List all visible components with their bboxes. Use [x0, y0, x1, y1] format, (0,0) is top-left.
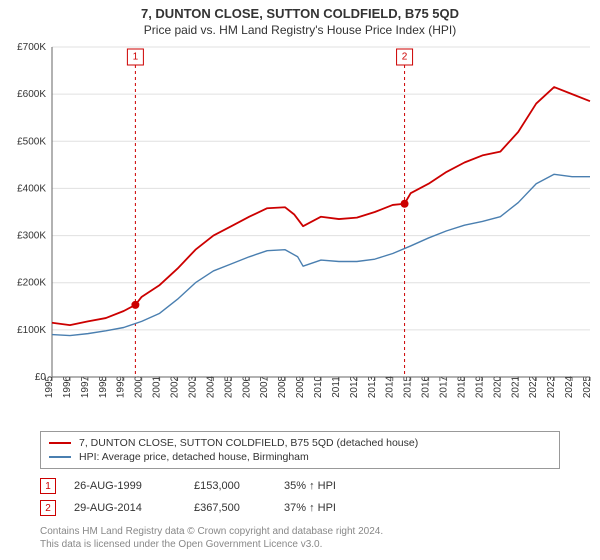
chart-subtitle: Price paid vs. HM Land Registry's House …: [0, 21, 600, 37]
svg-text:2022: 2022: [528, 375, 539, 398]
svg-text:2005: 2005: [223, 375, 234, 398]
event-price: £153,000: [194, 480, 284, 492]
svg-text:£700K: £700K: [17, 42, 46, 53]
svg-text:2008: 2008: [277, 375, 288, 398]
svg-text:2017: 2017: [439, 375, 450, 398]
svg-text:1996: 1996: [62, 375, 73, 398]
event-hpi-comparison: 37% ↑ HPI: [284, 502, 336, 514]
svg-text:2000: 2000: [134, 375, 145, 398]
svg-text:£500K: £500K: [17, 136, 46, 147]
svg-text:1: 1: [133, 52, 139, 63]
svg-text:2025: 2025: [582, 375, 593, 398]
legend-swatch: [49, 442, 71, 444]
legend-swatch: [49, 456, 71, 458]
svg-text:2003: 2003: [187, 375, 198, 398]
event-marker: 1: [40, 478, 56, 494]
svg-text:2002: 2002: [170, 375, 181, 398]
legend-label: 7, DUNTON CLOSE, SUTTON COLDFIELD, B75 5…: [79, 437, 418, 449]
svg-text:2020: 2020: [492, 375, 503, 398]
svg-text:1997: 1997: [80, 375, 91, 398]
chart-area: £0£100K£200K£300K£400K£500K£600K£700K199…: [0, 37, 600, 427]
svg-text:£300K: £300K: [17, 231, 46, 242]
svg-text:2023: 2023: [546, 375, 557, 398]
svg-text:£400K: £400K: [17, 183, 46, 194]
sale-event-row: 1 26-AUG-1999£153,00035% ↑ HPI: [40, 475, 560, 497]
svg-text:£200K: £200K: [17, 278, 46, 289]
event-marker: 2: [40, 500, 56, 516]
event-price: £367,500: [194, 502, 284, 514]
legend: 7, DUNTON CLOSE, SUTTON COLDFIELD, B75 5…: [40, 431, 560, 469]
legend-item: HPI: Average price, detached house, Birm…: [49, 450, 551, 464]
svg-text:2014: 2014: [385, 375, 396, 398]
svg-text:1998: 1998: [98, 375, 109, 398]
line-chart: £0£100K£200K£300K£400K£500K£600K£700K199…: [0, 37, 600, 427]
footer-line-2: This data is licensed under the Open Gov…: [40, 538, 560, 551]
svg-text:1995: 1995: [44, 375, 55, 398]
svg-text:£100K: £100K: [17, 325, 46, 336]
svg-text:2015: 2015: [403, 375, 414, 398]
svg-text:2012: 2012: [349, 375, 360, 398]
svg-text:2010: 2010: [313, 375, 324, 398]
svg-text:1999: 1999: [116, 375, 127, 398]
event-hpi-comparison: 35% ↑ HPI: [284, 480, 336, 492]
svg-text:2013: 2013: [367, 375, 378, 398]
sale-event-row: 2 29-AUG-2014£367,50037% ↑ HPI: [40, 497, 560, 519]
svg-text:2006: 2006: [241, 375, 252, 398]
sale-events: 1 26-AUG-1999£153,00035% ↑ HPI 2 29-AUG-201…: [40, 475, 560, 519]
svg-text:2016: 2016: [421, 375, 432, 398]
svg-text:2009: 2009: [295, 375, 306, 398]
svg-text:2007: 2007: [259, 375, 270, 398]
footer-line-1: Contains HM Land Registry data © Crown c…: [40, 525, 560, 538]
event-date: 29-AUG-2014: [74, 502, 194, 514]
svg-text:2021: 2021: [510, 375, 521, 398]
svg-text:2018: 2018: [456, 375, 467, 398]
chart-titles: 7, DUNTON CLOSE, SUTTON COLDFIELD, B75 5…: [0, 0, 600, 37]
svg-text:2: 2: [402, 52, 408, 63]
legend-label: HPI: Average price, detached house, Birm…: [79, 451, 309, 463]
svg-text:2019: 2019: [474, 375, 485, 398]
svg-text:2011: 2011: [331, 376, 342, 398]
svg-text:2024: 2024: [564, 375, 575, 398]
footer-attribution: Contains HM Land Registry data © Crown c…: [40, 525, 560, 551]
legend-item: 7, DUNTON CLOSE, SUTTON COLDFIELD, B75 5…: [49, 436, 551, 450]
chart-title: 7, DUNTON CLOSE, SUTTON COLDFIELD, B75 5…: [0, 6, 600, 21]
svg-text:£600K: £600K: [17, 89, 46, 100]
event-date: 26-AUG-1999: [74, 480, 194, 492]
svg-text:2004: 2004: [205, 375, 216, 398]
svg-text:2001: 2001: [152, 375, 163, 398]
